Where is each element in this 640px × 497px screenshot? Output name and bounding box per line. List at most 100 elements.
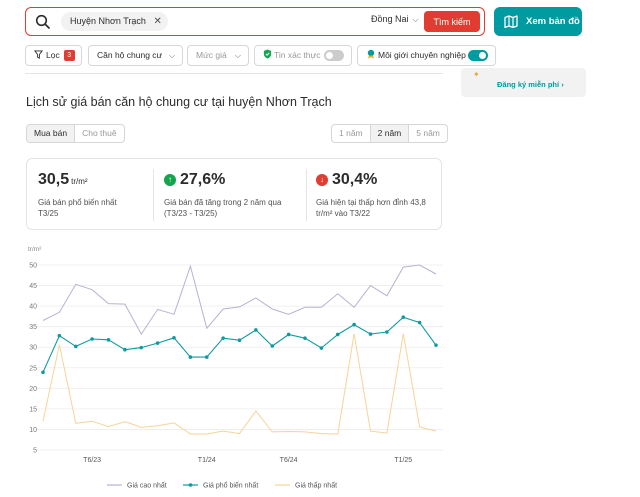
data-point[interactable] — [204, 355, 209, 359]
data-point[interactable] — [385, 330, 389, 334]
mode-tabs: Mua bán Cho thuê — [26, 124, 125, 143]
data-point[interactable] — [303, 336, 307, 340]
free-register-link[interactable]: Đăng ký miễn phí › — [497, 80, 564, 89]
data-point[interactable] — [106, 338, 111, 342]
y-tick-label: 40 — [29, 304, 37, 311]
location-chip-label: Huyện Nhơn Trạch — [70, 16, 146, 26]
legend-label: Giá cao nhất — [127, 481, 167, 490]
verified-filter[interactable]: Tin xác thực — [254, 45, 352, 66]
arrow-down-icon: ↓ — [316, 174, 328, 186]
data-point[interactable] — [172, 335, 176, 340]
legend-marker — [188, 483, 193, 487]
data-point[interactable] — [41, 370, 45, 375]
tab-5-years[interactable]: 5 năm — [416, 128, 440, 138]
data-point[interactable] — [417, 320, 422, 325]
series-line-3 — [42, 333, 437, 435]
data-point[interactable] — [270, 344, 275, 348]
data-point[interactable] — [90, 337, 94, 341]
stat-description: Giá bán đã tăng trong 2 năm qua (T3/23 -… — [164, 198, 282, 218]
price-select[interactable]: Mức giá ⌵ — [187, 45, 249, 66]
popular-price-unit: tr/m² — [71, 177, 88, 186]
y-tick-label: 10 — [29, 427, 37, 434]
city-select[interactable]: Đồng Nai ⌵ — [371, 14, 419, 25]
filter-label: Lọc — [46, 50, 60, 60]
x-tick-label: T6/24 — [280, 457, 298, 464]
growth-value: 27,6% — [180, 171, 226, 188]
data-point[interactable] — [123, 347, 127, 352]
sparkle-icon: ✦ — [473, 70, 480, 79]
tab-buy[interactable]: Mua bán — [27, 125, 76, 142]
tab-rent[interactable]: Cho thuê — [82, 128, 117, 138]
below-peak-value: 30,4% — [332, 171, 378, 188]
data-point[interactable] — [335, 332, 340, 337]
range-tabs: 1 năm 2 năm 5 năm — [331, 124, 448, 143]
arrow-up-icon: ↑ — [164, 174, 176, 186]
data-point[interactable] — [352, 322, 356, 327]
property-type-select[interactable]: Căn hộ chung cư ⌵ — [88, 45, 183, 66]
shield-check-icon — [263, 49, 272, 59]
stat-value: ↓ 30,4% — [316, 171, 377, 189]
stat-description: Giá bán phổ biến nhất T3/25 — [38, 198, 117, 218]
city-label: Đồng Nai — [371, 14, 409, 24]
series-line-2 — [42, 316, 437, 373]
price-label: Mức giá — [196, 50, 227, 60]
series-line-1 — [42, 264, 437, 336]
data-point[interactable] — [237, 338, 242, 343]
legend-label: Giá phổ biến nhất — [203, 481, 258, 490]
pro-broker-filter[interactable]: Môi giới chuyên nghiệp — [357, 45, 496, 66]
tab-1-year[interactable]: 1 năm — [332, 125, 371, 142]
verified-label: Tin xác thực — [274, 50, 321, 60]
data-point[interactable] — [286, 332, 291, 337]
tab-2-years[interactable]: 2 năm — [370, 125, 410, 142]
stat-description: Giá hiện tại thấp hơn đỉnh 43,8 tr/m² và… — [316, 198, 426, 218]
view-map-button[interactable]: Xem bản đồ — [494, 7, 582, 36]
stats-card: 30,5 tr/m² Giá bán phổ biến nhất T3/25 ↑ 2… — [26, 158, 442, 230]
chevron-down-icon: ⌵ — [168, 51, 175, 60]
y-tick-label: 5 — [33, 448, 37, 455]
filter-button[interactable]: Lọc 3 — [25, 45, 82, 66]
divider — [306, 169, 307, 221]
x-tick-label: T6/23 — [83, 457, 101, 464]
search-button[interactable]: Tìm kiếm — [424, 11, 480, 32]
y-tick-label: 30 — [29, 345, 37, 352]
location-chip: Huyện Nhơn Trạch ✕ — [61, 12, 168, 31]
y-axis-label: tr/m² — [28, 246, 42, 253]
pro-broker-toggle[interactable] — [468, 50, 488, 61]
divider — [25, 73, 443, 74]
data-point[interactable] — [57, 333, 62, 338]
page-title: Lịch sử giá bán căn hộ chung cư tại huyệ… — [26, 95, 332, 109]
data-point[interactable] — [188, 355, 193, 359]
view-map-label: Xem bản đồ — [526, 16, 580, 27]
popular-price-value: 30,5 — [38, 171, 70, 188]
price-history-chart: tr/m² 5 10 15 20 25 30 35 40 45 50 T6/23 T1/24 T6/24… — [28, 246, 443, 490]
y-tick-label: 20 — [29, 386, 37, 393]
side-promo-card: ✦ Đăng ký miễn phí › — [461, 68, 586, 97]
legend-label: Giá thấp nhất — [295, 481, 337, 490]
data-point[interactable] — [401, 315, 406, 320]
data-point[interactable] — [221, 336, 225, 340]
chevron-down-icon: ⌵ — [234, 51, 241, 60]
filter-count-badge: 3 — [63, 50, 75, 61]
chevron-down-icon: ⌵ — [412, 15, 419, 24]
close-icon[interactable]: ✕ — [153, 16, 162, 27]
search-bar[interactable]: Huyện Nhơn Trạch ✕ Đồng Nai ⌵ Tìm kiếm — [25, 7, 485, 36]
stat-value: 30,5 tr/m² — [38, 171, 88, 189]
data-point[interactable] — [139, 345, 144, 350]
verified-toggle[interactable] — [324, 50, 344, 61]
y-tick-label: 45 — [29, 283, 37, 290]
divider — [153, 169, 154, 221]
data-point[interactable] — [368, 332, 373, 336]
y-tick-label: 15 — [29, 406, 37, 413]
data-point[interactable] — [155, 341, 160, 345]
data-point[interactable] — [434, 343, 438, 347]
stat-value: ↑ 27,6% — [164, 171, 225, 189]
funnel-icon — [34, 50, 43, 59]
y-tick-label: 25 — [29, 365, 37, 372]
broker-badge-icon — [367, 49, 375, 59]
data-point[interactable] — [73, 344, 78, 349]
data-point[interactable] — [319, 346, 324, 350]
pro-broker-label: Môi giới chuyên nghiệp — [378, 50, 466, 60]
search-icon — [35, 14, 50, 29]
map-icon — [504, 15, 518, 28]
data-point[interactable] — [254, 328, 258, 332]
